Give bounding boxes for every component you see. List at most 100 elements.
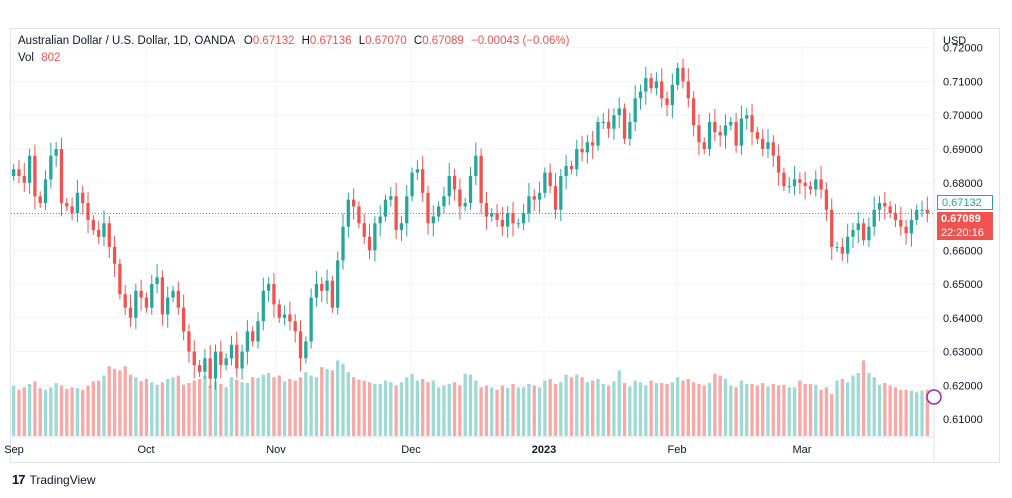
brand-name: TradingView bbox=[29, 472, 96, 487]
candle-body bbox=[803, 182, 807, 187]
volume-bar bbox=[383, 380, 388, 436]
volume-bar bbox=[612, 381, 616, 436]
volume-bar bbox=[171, 377, 175, 436]
candle-body bbox=[426, 192, 430, 224]
candle-body bbox=[782, 172, 786, 187]
symbol-title[interactable]: Australian Dollar / U.S. Dollar, 1D, OAN… bbox=[18, 35, 235, 47]
volume-bar bbox=[628, 386, 632, 436]
candle-body bbox=[670, 84, 675, 106]
candle-body bbox=[622, 108, 627, 139]
volume-bar bbox=[298, 377, 303, 436]
candle-body bbox=[399, 223, 404, 231]
volume-bar bbox=[782, 384, 786, 436]
volume-bar bbox=[766, 386, 770, 436]
volume-bar bbox=[686, 378, 690, 436]
candle-body bbox=[553, 186, 558, 210]
volume-bar bbox=[38, 388, 42, 436]
volume-bar bbox=[394, 385, 398, 436]
x-tick-label: Mar bbox=[793, 444, 812, 456]
candle-body bbox=[176, 290, 180, 308]
candle-body bbox=[357, 206, 361, 224]
high-value: 0.67136 bbox=[309, 35, 352, 47]
candle-body bbox=[405, 196, 409, 224]
candle-body bbox=[298, 331, 303, 359]
volume-bar bbox=[320, 367, 324, 436]
volume-bar bbox=[251, 377, 255, 436]
candle-body bbox=[134, 290, 138, 318]
vol-label: Vol bbox=[18, 52, 34, 64]
candle-body bbox=[665, 98, 669, 106]
candle-body bbox=[320, 284, 324, 291]
volume-bar bbox=[261, 374, 265, 436]
volume-bar bbox=[776, 385, 781, 436]
candle-body bbox=[128, 307, 133, 318]
go-to-realtime-icon[interactable] bbox=[926, 389, 942, 405]
candle-body bbox=[506, 213, 510, 227]
volume-bar bbox=[596, 378, 600, 436]
candle-body bbox=[213, 351, 218, 379]
volume-bar bbox=[112, 368, 117, 436]
volume-bar bbox=[415, 380, 420, 436]
volume-bar bbox=[144, 378, 149, 436]
volume-bar bbox=[495, 389, 499, 436]
volume-bar bbox=[915, 392, 919, 436]
volume-bar bbox=[256, 378, 260, 436]
candle-body bbox=[38, 196, 42, 204]
candle-body bbox=[543, 172, 547, 193]
volume-bar bbox=[288, 378, 292, 436]
candle-body bbox=[697, 125, 701, 143]
volume-bar bbox=[405, 377, 409, 436]
volume-bar bbox=[559, 382, 563, 436]
candle-body bbox=[22, 176, 26, 183]
volume-bar bbox=[644, 385, 648, 436]
volume-bar bbox=[181, 384, 186, 436]
candle-body bbox=[415, 169, 420, 173]
candle-body bbox=[585, 142, 590, 153]
candle-body bbox=[686, 81, 690, 99]
candle-body bbox=[144, 297, 149, 308]
volume-bar bbox=[761, 383, 765, 436]
candle-body bbox=[293, 321, 297, 332]
volume-bar bbox=[893, 387, 898, 436]
volume-bar bbox=[235, 379, 239, 436]
volume-bar bbox=[734, 387, 738, 436]
candle-body bbox=[229, 344, 234, 359]
candle-body bbox=[277, 304, 281, 318]
candle-body bbox=[251, 331, 255, 342]
volume-bar bbox=[670, 382, 675, 436]
candle-body bbox=[654, 81, 659, 89]
volume-bar bbox=[442, 385, 446, 436]
volume-bar bbox=[229, 377, 234, 436]
candle-body bbox=[861, 223, 866, 241]
candle-body bbox=[893, 213, 898, 220]
x-tick-label: Dec bbox=[401, 444, 421, 456]
tradingview-logo-icon: 17 bbox=[12, 472, 26, 487]
candle-body bbox=[171, 290, 175, 298]
change-value: −0.00043 (−0.06%) bbox=[470, 35, 570, 47]
candle-body bbox=[606, 121, 611, 129]
volume-bar bbox=[336, 360, 340, 436]
candle-body bbox=[633, 98, 637, 122]
x-tick-label: 2023 bbox=[532, 444, 556, 456]
volume-bar bbox=[458, 385, 462, 436]
volume-bar bbox=[527, 383, 531, 436]
volume-bar bbox=[606, 385, 611, 436]
candle-body bbox=[484, 203, 489, 217]
high-label: H bbox=[301, 35, 310, 47]
candle-body bbox=[272, 284, 276, 305]
candle-body bbox=[224, 358, 228, 366]
volume-bar bbox=[139, 381, 143, 436]
volume-bar bbox=[176, 375, 180, 436]
candle-body bbox=[86, 203, 90, 220]
candle-body bbox=[490, 213, 494, 217]
volume-bar bbox=[150, 382, 154, 436]
tradingview-brand[interactable]: 17 TradingView bbox=[12, 472, 96, 487]
volume-bar bbox=[532, 385, 536, 436]
volume-bar bbox=[872, 377, 876, 436]
candle-body bbox=[676, 67, 680, 85]
volume-bar bbox=[676, 377, 680, 436]
volume-bar bbox=[208, 385, 212, 436]
candle-body bbox=[925, 209, 929, 214]
candle-body bbox=[755, 132, 760, 139]
